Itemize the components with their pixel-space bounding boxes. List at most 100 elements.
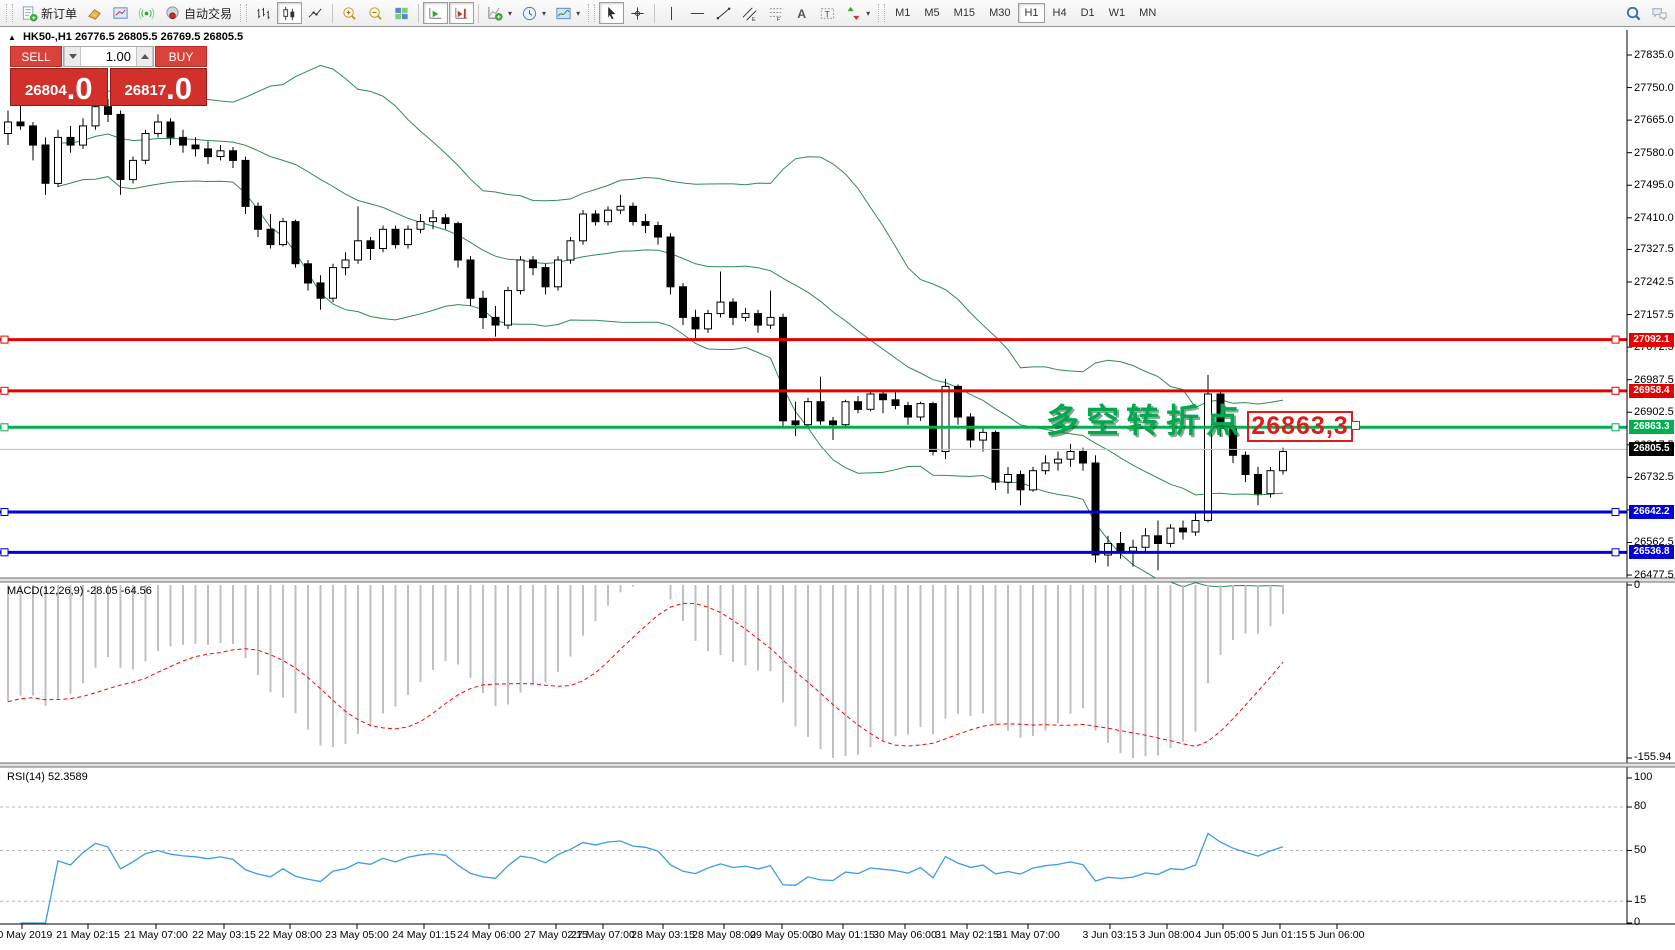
fibonacci-button[interactable]: F xyxy=(763,2,788,24)
cursor-icon xyxy=(608,6,616,19)
timeframe-H1[interactable]: H1 xyxy=(1018,3,1045,23)
chart-window-icon xyxy=(113,6,128,19)
arrows-icon xyxy=(847,6,860,20)
volume-increase-button[interactable] xyxy=(136,47,153,66)
chat-button[interactable] xyxy=(1647,2,1672,24)
line-chart-button[interactable] xyxy=(303,2,328,24)
templates-button[interactable]: ▾ xyxy=(551,2,584,24)
price-callout-box[interactable]: 26863,3 xyxy=(1247,411,1353,442)
svg-text:F: F xyxy=(777,17,781,22)
auto-scroll-button[interactable] xyxy=(423,2,449,24)
cursor-button[interactable] xyxy=(599,2,625,24)
tile-windows-button[interactable] xyxy=(389,2,414,24)
timeframe-W1[interactable]: W1 xyxy=(1103,3,1132,23)
signal-button[interactable] xyxy=(134,2,159,24)
channel-icon: E xyxy=(742,6,757,22)
periods-button[interactable]: ▾ xyxy=(517,2,550,24)
chevron-down-icon: ▾ xyxy=(508,8,513,18)
trendline-button[interactable] xyxy=(711,2,736,24)
candlestick-chart-button[interactable] xyxy=(277,2,303,24)
sell-price-panel[interactable]: 26804.0 xyxy=(10,68,108,106)
chevron-down-icon: ▾ xyxy=(542,8,547,18)
main-toolbar: 新订单 自动交易 ▾ ▾ xyxy=(0,0,1675,27)
trendline-icon xyxy=(716,7,731,19)
zoom-in-icon xyxy=(343,6,356,20)
timeframe-H4[interactable]: H4 xyxy=(1047,3,1073,23)
caret-down-icon xyxy=(68,54,77,59)
crosshair-icon xyxy=(631,6,644,20)
new-order-button[interactable]: 新订单 xyxy=(17,2,81,24)
zoom-out-icon xyxy=(369,6,382,20)
chart-window-button[interactable] xyxy=(108,2,133,24)
buy-price: 26817 xyxy=(124,82,167,99)
template-icon xyxy=(556,7,571,19)
zoom-in-button[interactable] xyxy=(337,2,362,24)
candlestick-chart-icon xyxy=(283,6,295,20)
eraser-button[interactable] xyxy=(82,2,107,24)
toolbar-grip[interactable] xyxy=(588,4,596,22)
ohlc-readout: 26776.5 26805.5 26769.5 26805.5 xyxy=(74,31,244,43)
turning-point-annotation[interactable]: 多空转折点 xyxy=(1046,402,1246,439)
toolbar-grip[interactable] xyxy=(878,4,886,22)
search-icon xyxy=(1626,6,1641,20)
one-click-trading-panel: SELL BUY 26804.0 26817.0 xyxy=(10,46,207,106)
toolbar-grip[interactable] xyxy=(240,4,248,22)
signal-icon xyxy=(138,7,155,19)
text-icon: A xyxy=(797,7,806,21)
sell-price-frac: .0 xyxy=(66,71,93,106)
chart-title: ▲ HK50-,H1 26776.5 26805.5 26769.5 26805… xyxy=(8,31,243,43)
svg-text:E: E xyxy=(752,17,756,22)
toolbar-grip[interactable] xyxy=(6,4,13,22)
auto-scroll-icon xyxy=(429,7,442,19)
crosshair-button[interactable] xyxy=(625,2,650,24)
horizontal-line-icon xyxy=(690,12,705,14)
equidistant-channel-button[interactable]: E xyxy=(737,2,762,24)
search-button[interactable] xyxy=(1621,2,1646,24)
buy-button[interactable]: BUY xyxy=(155,46,207,67)
svg-text:A: A xyxy=(797,7,806,21)
callout-handle[interactable] xyxy=(1351,421,1360,430)
volume-input[interactable] xyxy=(81,47,136,66)
indicators-icon xyxy=(488,6,503,21)
timeframe-M15[interactable]: M15 xyxy=(948,3,981,23)
vertical-line-icon xyxy=(671,6,673,20)
chat-icon xyxy=(1652,7,1667,21)
sell-button[interactable]: SELL xyxy=(10,46,62,67)
indicators-button[interactable]: ▾ xyxy=(483,2,516,24)
autotrading-button[interactable]: 自动交易 xyxy=(160,2,236,24)
clock-icon xyxy=(522,6,537,20)
chart-shift-button[interactable] xyxy=(449,2,475,24)
zoom-out-button[interactable] xyxy=(363,2,388,24)
text-label-icon: T xyxy=(820,7,835,18)
collapse-arrow-icon[interactable]: ▲ xyxy=(8,33,16,42)
svg-text:T: T xyxy=(825,8,830,18)
symbol-period-label: HK50-,H1 xyxy=(22,31,72,43)
volume-decrease-button[interactable] xyxy=(64,47,81,66)
autotrading-label: 自动交易 xyxy=(184,6,233,21)
vertical-line-button[interactable] xyxy=(659,2,684,24)
tile-windows-icon xyxy=(395,7,408,19)
chevron-down-icon: ▾ xyxy=(576,8,581,18)
chevron-down-icon: ▾ xyxy=(866,8,871,18)
new-order-label: 新订单 xyxy=(41,6,78,21)
buy-price-frac: .0 xyxy=(166,71,193,106)
horizontal-line-button[interactable] xyxy=(685,2,710,24)
bar-chart-button[interactable] xyxy=(251,2,276,24)
timeframe-M1[interactable]: M1 xyxy=(889,3,916,23)
timeframe-D1[interactable]: D1 xyxy=(1075,3,1101,23)
arrows-button[interactable]: ▾ xyxy=(841,2,874,24)
timeframe-MN[interactable]: MN xyxy=(1133,3,1162,23)
timeframe-M5[interactable]: M5 xyxy=(918,3,945,23)
chart-shift-icon xyxy=(455,7,468,19)
timeframe-M30[interactable]: M30 xyxy=(983,3,1016,23)
text-label-button[interactable]: T xyxy=(815,2,840,24)
new-order-icon xyxy=(22,5,38,22)
bar-chart-icon xyxy=(257,7,270,19)
line-chart-icon xyxy=(308,7,322,18)
timeframe-group: M1 M5 M15 M30 H1 H4 D1 W1 MN xyxy=(889,3,1162,23)
text-button[interactable]: A xyxy=(789,2,814,24)
macd-label: MACD(12,26,9) -28.05 -64.56 xyxy=(7,585,152,597)
volume-spinner xyxy=(63,46,154,67)
fibonacci-icon: F xyxy=(769,7,782,22)
buy-price-panel[interactable]: 26817.0 xyxy=(109,68,207,106)
